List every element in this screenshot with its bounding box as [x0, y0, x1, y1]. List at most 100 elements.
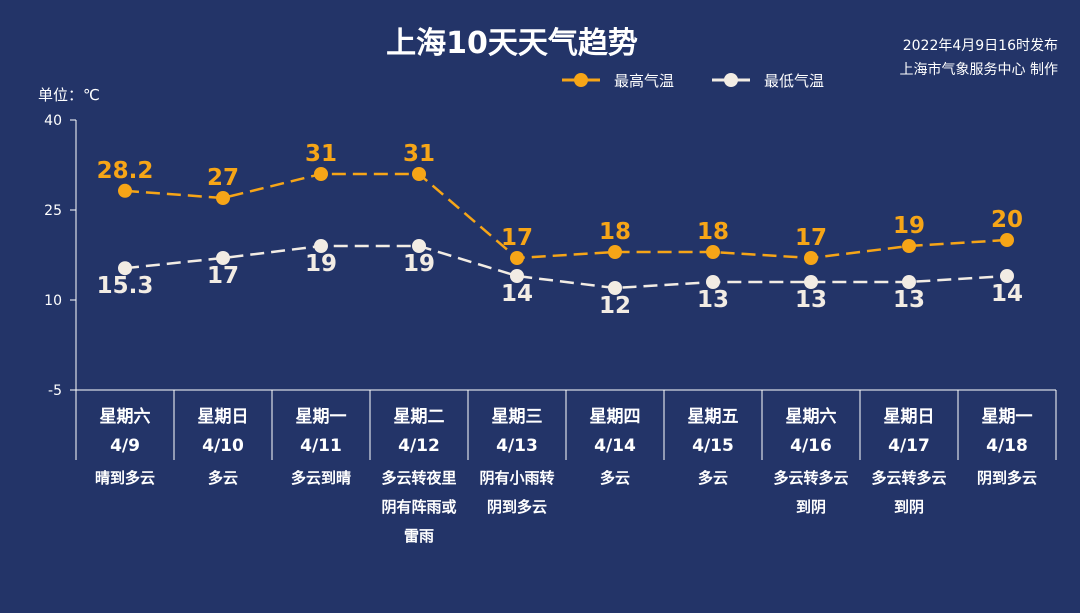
publisher: 上海市气象服务中心 制作	[900, 61, 1058, 78]
low-value-label: 12	[599, 293, 631, 319]
day-date: 4/10	[202, 436, 244, 456]
legend-item-high: 最高气温	[562, 72, 674, 90]
day-weather: 阴到多云	[977, 469, 1037, 487]
day-weather: 多云	[698, 469, 728, 487]
day-date: 4/14	[594, 436, 636, 456]
high-point	[314, 167, 328, 181]
day-weekday: 星期四	[590, 407, 641, 427]
high-point	[118, 183, 132, 198]
unit-label: 单位：℃	[38, 86, 100, 104]
day-weather: 阴到多云	[487, 498, 547, 516]
day-column: 星期五 4/15 多云	[688, 407, 739, 487]
low-point	[314, 239, 328, 253]
day-weekday: 星期一	[982, 407, 1033, 427]
day-weather: 多云转夜里	[381, 469, 456, 487]
day-weather: 阴有阵雨或	[381, 498, 456, 516]
low-point	[804, 275, 818, 289]
legend-label-low: 最低气温	[764, 72, 824, 90]
high-point	[902, 239, 916, 253]
day-columns: 星期六 4/9 晴到多云 星期日 4/10 多云 星期一 4/11 多云到晴 星期二 4/12 多云转…	[75, 390, 1057, 545]
low-point	[216, 251, 230, 265]
day-date: 4/18	[986, 436, 1028, 456]
day-weather: 多云	[600, 469, 630, 487]
high-value-label: 17	[501, 225, 533, 251]
low-point	[608, 281, 622, 295]
day-column: 星期一 4/11 多云到晴	[291, 407, 351, 487]
day-weather: 晴到多云	[95, 469, 155, 487]
publish-time: 2022年4月9日16时发布	[903, 38, 1058, 54]
axes: 40 25 10 -5	[44, 113, 1056, 399]
low-point	[1000, 269, 1014, 283]
day-weather: 到阴	[894, 498, 924, 516]
day-date: 4/11	[300, 436, 342, 456]
day-weekday: 星期六	[100, 406, 151, 427]
legend-swatch-low-dot	[724, 73, 738, 87]
low-value-label: 14	[991, 281, 1023, 307]
day-weekday: 星期一	[296, 407, 347, 427]
high-point	[1000, 233, 1014, 247]
y-tick-label: -5	[48, 383, 62, 399]
day-date: 4/17	[888, 436, 930, 456]
low-point	[412, 239, 426, 253]
low-value-label: 15.3	[97, 273, 154, 299]
high-value-label: 27	[207, 165, 239, 191]
day-date: 4/15	[692, 436, 734, 456]
low-value-label: 17	[207, 263, 239, 289]
day-weekday: 星期五	[688, 407, 739, 427]
low-value-label: 13	[893, 287, 925, 313]
chart-title: 上海10天天气趋势	[386, 26, 638, 61]
high-value-label: 31	[403, 141, 435, 167]
y-tick-label: 25	[44, 203, 62, 219]
high-value-label: 18	[697, 219, 729, 245]
high-value-label: 19	[893, 213, 925, 239]
low-value-label: 13	[697, 287, 729, 313]
series-high-line	[124, 172, 1008, 260]
day-weather: 雷雨	[404, 527, 434, 545]
day-date: 4/12	[398, 436, 440, 456]
day-weekday: 星期三	[492, 407, 543, 427]
day-date: 4/9	[110, 436, 140, 456]
day-weekday: 星期日	[198, 407, 249, 427]
legend: 最高气温 最低气温	[562, 72, 824, 90]
y-tick-label: 40	[44, 113, 62, 129]
legend-swatch-high-dot	[574, 73, 588, 87]
low-point	[118, 261, 132, 276]
series-layer: 28.2 27 31 31 17 18 18 17 19 20 15.3 17 19 19 14 12 13 13…	[97, 141, 1023, 319]
low-value-label: 19	[305, 251, 337, 277]
day-weather: 多云到晴	[291, 469, 351, 487]
low-point	[706, 275, 720, 289]
day-weather: 到阴	[796, 498, 826, 516]
low-point	[902, 275, 916, 289]
day-weather: 多云	[208, 469, 238, 487]
high-value-label: 28.2	[97, 158, 154, 184]
legend-label-high: 最高气温	[614, 72, 674, 90]
high-point	[216, 191, 230, 205]
day-column: 星期日 4/10 多云	[198, 407, 249, 487]
low-value-label: 14	[501, 281, 533, 307]
day-column: 星期六 4/9 晴到多云	[95, 406, 155, 487]
high-value-label: 31	[305, 141, 337, 167]
high-value-label: 20	[991, 207, 1023, 233]
high-point	[510, 251, 524, 265]
day-date: 4/13	[496, 436, 538, 456]
high-point	[608, 245, 622, 259]
low-value-label: 13	[795, 287, 827, 313]
day-column: 星期一 4/18 阴到多云	[977, 407, 1037, 487]
day-weekday: 星期二	[394, 407, 445, 427]
day-weather: 多云转多云	[871, 469, 946, 487]
high-point	[804, 251, 818, 265]
high-point	[412, 167, 426, 181]
series-low-line	[124, 244, 1008, 290]
day-weather: 阴有小雨转	[479, 469, 554, 487]
high-value-label: 17	[795, 225, 827, 251]
day-weekday: 星期日	[884, 407, 935, 427]
day-weekday: 星期六	[786, 406, 837, 427]
day-date: 4/16	[790, 436, 832, 456]
day-weather: 多云转多云	[773, 469, 848, 487]
y-tick-label: 10	[44, 293, 62, 309]
